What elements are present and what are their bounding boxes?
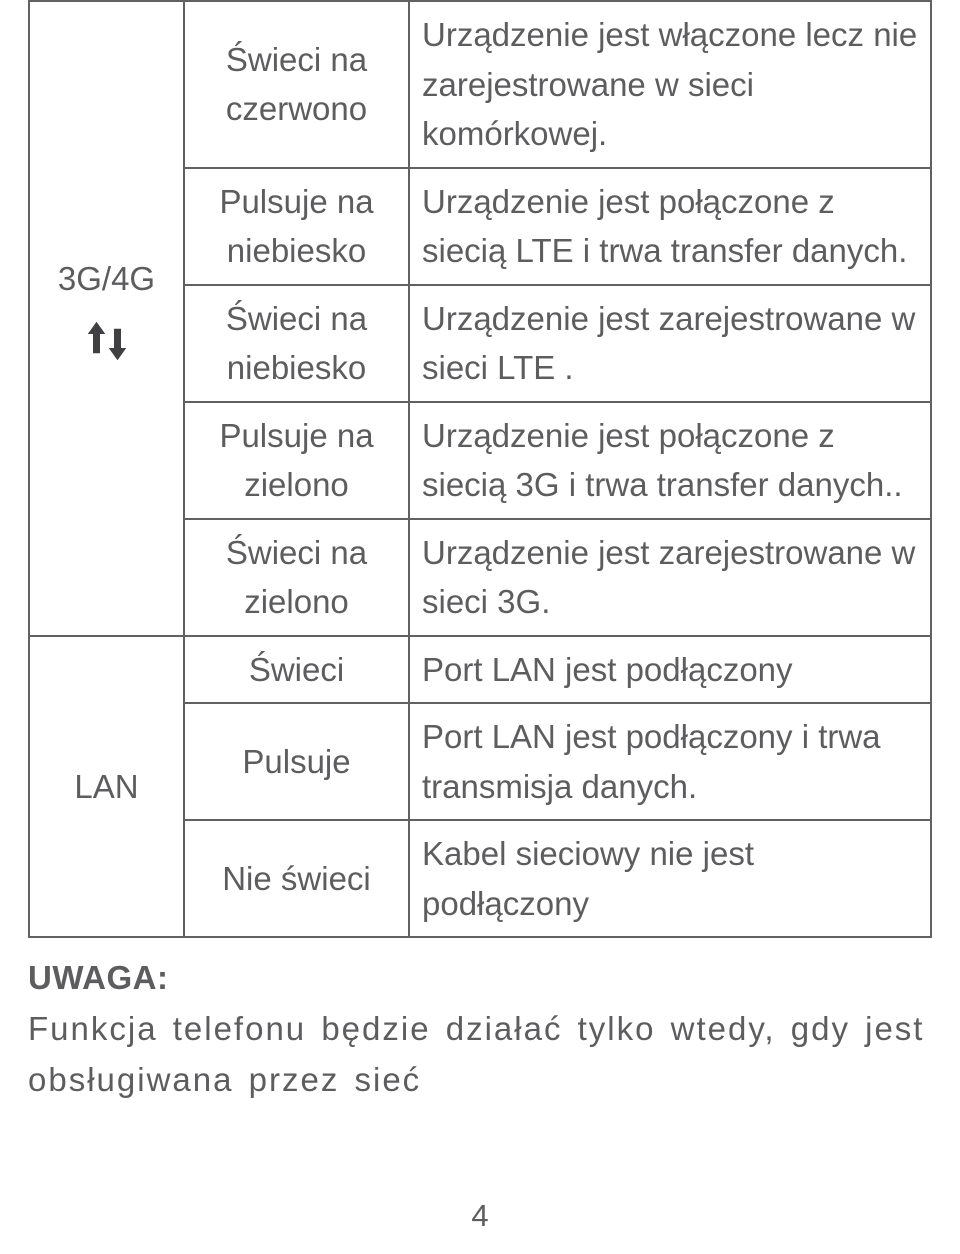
led-state-cell: Pulsuje na zielono bbox=[184, 402, 409, 519]
led-desc-cell: Urządzenie jest połączone z siecią 3G i … bbox=[409, 402, 931, 519]
led-state-cell: Świeci bbox=[184, 636, 409, 704]
category-label: 3G/4G bbox=[58, 254, 155, 304]
led-desc-cell: Port LAN jest podłączony bbox=[409, 636, 931, 704]
led-state-cell: Nie świeci bbox=[184, 820, 409, 937]
led-desc-cell: Urządzenie jest zarejestrowane w sieci L… bbox=[409, 285, 931, 402]
note-body: Funkcja telefonu będzie działać tylko wt… bbox=[28, 1010, 924, 1098]
led-desc-cell: Urządzenie jest zarejestrowane w sieci 3… bbox=[409, 519, 931, 636]
led-state-cell: Świeci na czerwono bbox=[184, 1, 409, 168]
led-desc-cell: Kabel sieciowy nie jest podłączony bbox=[409, 820, 931, 937]
table-row: LAN Świeci Port LAN jest podłączony bbox=[29, 636, 931, 704]
led-state-cell: Pulsuje na niebiesko bbox=[184, 168, 409, 285]
led-state-cell: Świeci na zielono bbox=[184, 519, 409, 636]
page: 3G/4G Świeci na czerwono Urządzenie bbox=[0, 0, 960, 1254]
led-state-cell: Świeci na niebiesko bbox=[184, 285, 409, 402]
category-cell-lan: LAN bbox=[29, 636, 184, 938]
led-state-cell: Pulsuje bbox=[184, 703, 409, 820]
led-desc-cell: Urządzenie jest połączone z siecią LTE i… bbox=[409, 168, 931, 285]
category-label: LAN bbox=[74, 762, 138, 812]
table-row: 3G/4G Świeci na czerwono Urządzenie bbox=[29, 1, 931, 168]
category-cell-3g4g: 3G/4G bbox=[29, 1, 184, 636]
note-block: UWAGA: Funkcja telefonu będzie działać t… bbox=[28, 952, 932, 1105]
led-desc-cell: Urządzenie jest włączone lecz nie zareje… bbox=[409, 1, 931, 168]
page-number: 4 bbox=[0, 1198, 960, 1234]
led-status-table: 3G/4G Świeci na czerwono Urządzenie bbox=[28, 0, 932, 938]
note-heading: UWAGA: bbox=[28, 959, 168, 996]
data-transfer-icon bbox=[79, 313, 135, 383]
led-desc-cell: Port LAN jest podłączony i trwa transmis… bbox=[409, 703, 931, 820]
